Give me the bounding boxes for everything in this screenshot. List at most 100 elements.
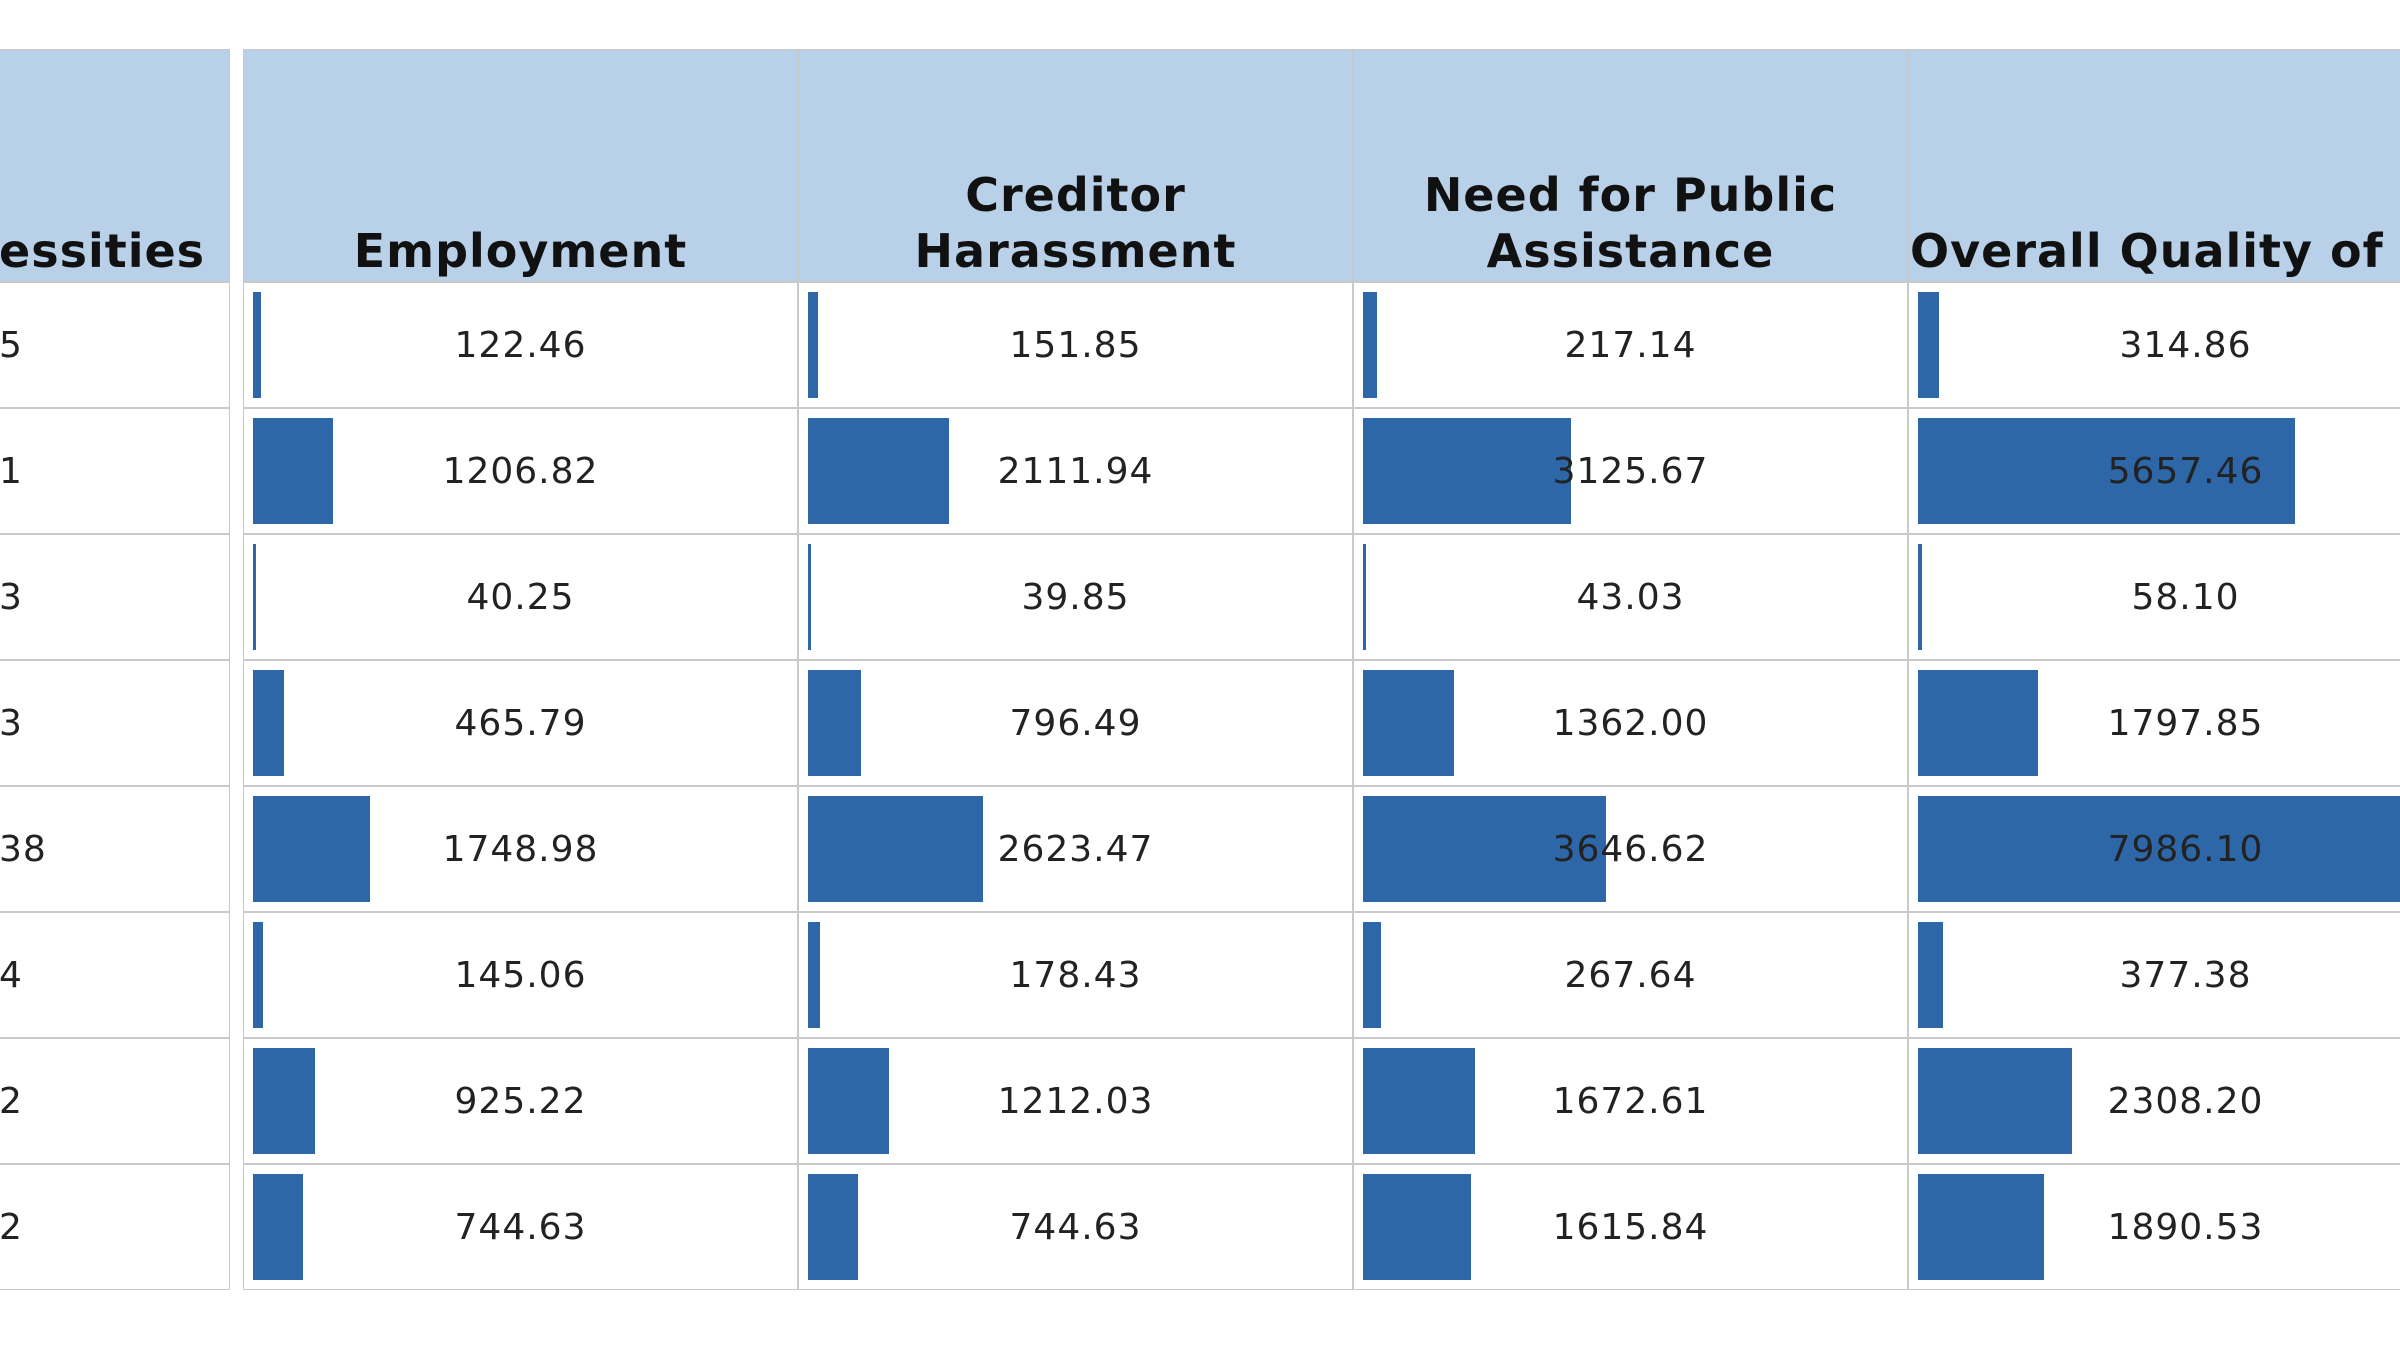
bar (1363, 418, 1572, 524)
table-cell: 5657.46 (1908, 408, 2400, 534)
cell-text: 1672.61 (1552, 1080, 1709, 1122)
table-cell: 1 (0, 408, 230, 534)
cell-text: 1212.03 (997, 1080, 1154, 1122)
cell-text: 38 (0, 828, 47, 870)
header-cell: essities (0, 49, 230, 282)
bar (1918, 544, 1922, 650)
header-text: Creditor Harassment (914, 168, 1237, 278)
table-cell: 2308.20 (1908, 1038, 2400, 1164)
table-cell: 2 (0, 1164, 230, 1290)
cell-text: 5 (0, 324, 23, 366)
table-cell: 1362.00 (1353, 660, 1908, 786)
table-cell: 5 (0, 282, 230, 408)
cell-text: 3125.67 (1552, 450, 1709, 492)
table-cell: 1797.85 (1908, 660, 2400, 786)
cell-text: 3 (0, 576, 23, 618)
table-cell: 217.14 (1353, 282, 1908, 408)
header-text: Overall Quality of Life (1910, 224, 2400, 278)
cell-text: 1797.85 (2107, 702, 2264, 744)
table-cell: 267.64 (1353, 912, 1908, 1038)
bar (1363, 796, 1607, 902)
cell-text: 744.63 (454, 1206, 587, 1248)
bar (1918, 1048, 2072, 1154)
bar (253, 796, 370, 902)
cell-text: 267.64 (1564, 954, 1697, 996)
table-cell: 43.03 (1353, 534, 1908, 660)
bar (1363, 922, 1381, 1028)
cell-text: 796.49 (1009, 702, 1142, 744)
table-cell: 3646.62 (1353, 786, 1908, 912)
bar (808, 1174, 858, 1280)
header-cell: Employment (243, 49, 798, 282)
table-cell: 465.79 (243, 660, 798, 786)
cell-text: 217.14 (1564, 324, 1697, 366)
bar (1363, 544, 1366, 650)
table-cell: 3125.67 (1353, 408, 1908, 534)
table-cell: 178.43 (798, 912, 1353, 1038)
bar (1363, 670, 1454, 776)
bar (253, 418, 334, 524)
bar (253, 670, 285, 776)
bar (1918, 418, 2296, 524)
cell-text: 5657.46 (2107, 450, 2264, 492)
table-cell: 925.22 (243, 1038, 798, 1164)
bar (1918, 292, 1939, 398)
cell-text: 3646.62 (1552, 828, 1709, 870)
cell-text: 40.25 (466, 576, 575, 618)
header-text: Employment (353, 224, 688, 278)
table-cell: 744.63 (243, 1164, 798, 1290)
bar (1918, 796, 2400, 902)
bar (808, 292, 819, 398)
table-cell: 4 (0, 912, 230, 1038)
bar (253, 1174, 303, 1280)
cell-text: 1748.98 (442, 828, 599, 870)
bar (253, 544, 256, 650)
cell-text: 1206.82 (442, 450, 599, 492)
table-cell: 1890.53 (1908, 1164, 2400, 1290)
bar (1918, 670, 2038, 776)
bar (1363, 292, 1378, 398)
table-cell: 796.49 (798, 660, 1353, 786)
table-cell: 151.85 (798, 282, 1353, 408)
cell-text: 4 (0, 954, 23, 996)
bar (808, 544, 811, 650)
table-cell: 314.86 (1908, 282, 2400, 408)
cell-text: 2 (0, 1206, 23, 1248)
bar (1363, 1174, 1471, 1280)
cell-text: 43.03 (1576, 576, 1685, 618)
cell-text: 122.46 (454, 324, 587, 366)
header-cell: Need for Public Assistance (1353, 49, 1908, 282)
table-cell: 38 (0, 786, 230, 912)
bar (808, 922, 820, 1028)
table-cell: 40.25 (243, 534, 798, 660)
table-cell: 3 (0, 534, 230, 660)
bar (1363, 1048, 1475, 1154)
header-cell: Overall Quality of Life (1908, 49, 2400, 282)
header-text: Need for Public Assistance (1423, 168, 1838, 278)
cell-text: 377.38 (2119, 954, 2252, 996)
cell-text: 2111.94 (997, 450, 1154, 492)
table-cell: 1672.61 (1353, 1038, 1908, 1164)
table-cell: 2111.94 (798, 408, 1353, 534)
bar (808, 670, 862, 776)
bar (1918, 1174, 2045, 1280)
bar (253, 292, 262, 398)
table-cell: 145.06 (243, 912, 798, 1038)
cell-text: 2623.47 (997, 828, 1154, 870)
cell-text: 2308.20 (2107, 1080, 2264, 1122)
table-cell: 122.46 (243, 282, 798, 408)
cell-text: 151.85 (1009, 324, 1142, 366)
header-text: essities (0, 224, 206, 278)
cell-text: 925.22 (454, 1080, 587, 1122)
cell-text: 2 (0, 1080, 23, 1122)
cell-text: 744.63 (1009, 1206, 1142, 1248)
table-cell: 1615.84 (1353, 1164, 1908, 1290)
cell-text: 39.85 (1021, 576, 1130, 618)
table-cell: 2 (0, 1038, 230, 1164)
cell-text: 7986.10 (2107, 828, 2264, 870)
bar (1918, 922, 1944, 1028)
table-cell: 58.10 (1908, 534, 2400, 660)
bar (253, 1048, 315, 1154)
